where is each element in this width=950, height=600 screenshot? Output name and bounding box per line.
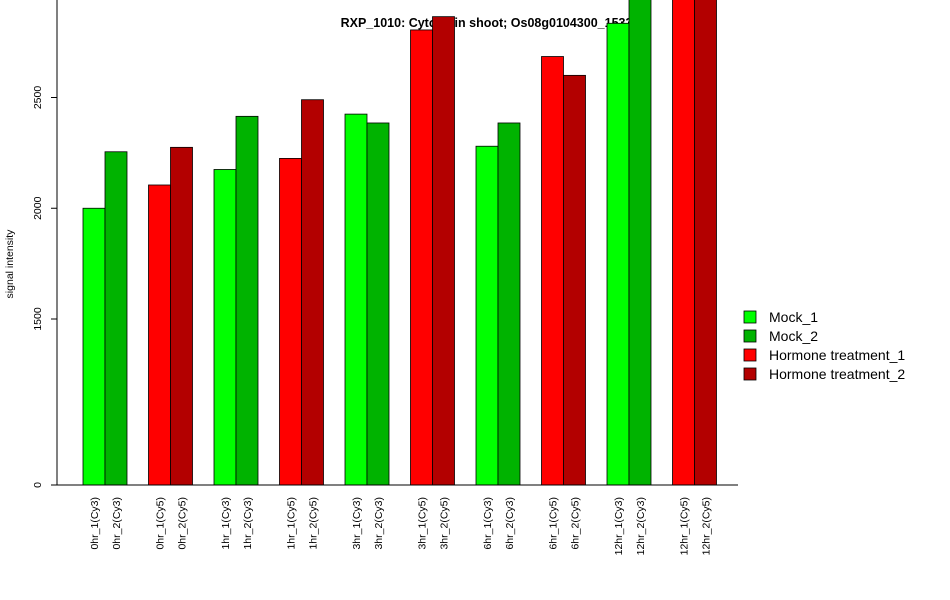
legend-label: Hormone treatment_1 xyxy=(769,347,905,363)
y-tick-label: 1500 xyxy=(32,307,44,331)
x-tick-label: 0hr_1(Cy3) xyxy=(89,497,101,550)
x-tick-label: 1hr_1(Cy5) xyxy=(286,497,298,550)
legend-swatch xyxy=(743,367,757,381)
x-tick-label: 6hr_2(Cy3) xyxy=(504,497,516,550)
legend-swatch xyxy=(743,348,757,362)
x-tick-label: 12hr_2(Cy5) xyxy=(701,497,713,555)
x-tick-label: 12hr_1(Cy3) xyxy=(613,497,625,555)
legend-swatch xyxy=(743,310,757,324)
chart-title: RXP_1010: Cytokinin shoot; Os08g0104300_… xyxy=(341,16,640,30)
legend: Mock_1 Mock_2 Hormone treatment_1 Hormone t… xyxy=(743,309,905,382)
bar xyxy=(432,16,455,486)
x-tick-label: 3hr_1(Cy3) xyxy=(351,497,363,550)
y-axis-label: signal intensity xyxy=(4,229,16,299)
x-tick-label: 1hr_2(Cy5) xyxy=(308,497,320,550)
x-tick-label: 0hr_2(Cy5) xyxy=(177,497,189,550)
bars-group xyxy=(82,0,717,486)
x-tick-label: 0hr_1(Cy5) xyxy=(155,497,167,550)
bar xyxy=(563,74,586,486)
x-tick-label: 6hr_1(Cy3) xyxy=(482,497,494,550)
bar xyxy=(628,0,652,486)
bar xyxy=(475,145,499,486)
bar xyxy=(301,99,324,486)
legend-label: Mock_2 xyxy=(769,328,818,344)
bar xyxy=(213,169,237,486)
bar xyxy=(410,29,433,486)
x-tick-label: 3hr_2(Cy5) xyxy=(439,497,451,550)
legend-label: Mock_1 xyxy=(769,309,818,325)
bar xyxy=(497,122,521,486)
bar xyxy=(104,151,128,486)
bar xyxy=(672,0,695,486)
y-tick-label: 2000 xyxy=(32,196,44,220)
bar xyxy=(606,22,630,486)
y-tick-label: 2500 xyxy=(32,86,44,110)
bar xyxy=(694,0,717,486)
x-tick-label: 6hr_2(Cy5) xyxy=(570,497,582,550)
legend-label: Hormone treatment_2 xyxy=(769,366,905,382)
legend-swatch xyxy=(743,329,757,343)
x-tick-label: 6hr_1(Cy5) xyxy=(548,497,560,550)
x-tick-label: 1hr_1(Cy3) xyxy=(220,497,232,550)
x-tick-label: 3hr_1(Cy5) xyxy=(417,497,429,550)
bar xyxy=(170,146,193,486)
bar xyxy=(366,122,390,486)
x-tick-label: 3hr_2(Cy3) xyxy=(373,497,385,550)
bar xyxy=(344,113,368,486)
x-tick-label: 1hr_2(Cy3) xyxy=(242,497,254,550)
x-tick-label: 0hr_2(Cy3) xyxy=(111,497,123,550)
bar xyxy=(279,158,302,486)
bar xyxy=(235,115,259,486)
y-axis: 0150020002500300035004000 xyxy=(32,0,58,488)
bar xyxy=(148,184,171,486)
x-axis: 0hr_1(Cy3) 0hr_2(Cy3) 0hr_1(Cy5) 0hr_2(Cy5)… xyxy=(57,484,738,555)
bar xyxy=(541,56,564,486)
x-tick-label: 12hr_2(Cy3) xyxy=(635,497,647,555)
x-tick-label: 12hr_1(Cy5) xyxy=(679,497,691,555)
y-tick-label: 0 xyxy=(32,482,44,488)
bar xyxy=(82,207,106,486)
